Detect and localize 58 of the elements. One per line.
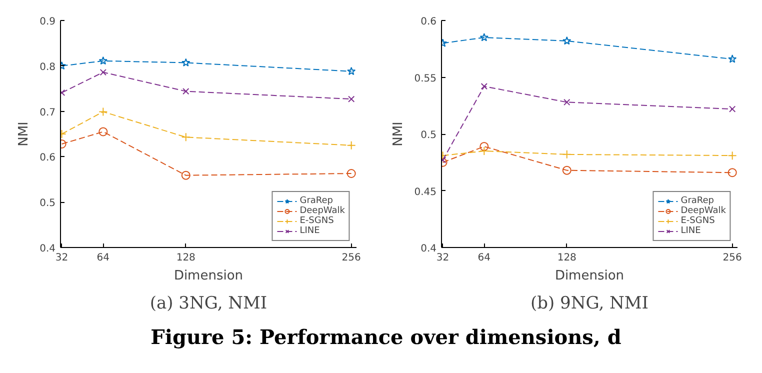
y-axis-title: NMI: [16, 122, 32, 146]
text: (b) 9NG, NMI: [530, 294, 649, 314]
y-tick-label: 0.6: [40, 152, 56, 164]
point: [348, 96, 355, 102]
point: [480, 83, 488, 90]
legend-label: DeepWalk: [680, 206, 726, 216]
legend-label: GraRep: [300, 196, 334, 206]
point: [346, 140, 356, 150]
point: [728, 54, 737, 63]
x-axis-title: Dimension: [554, 268, 624, 284]
point: [729, 106, 736, 112]
point: [98, 107, 108, 116]
x-tick-label: 128: [176, 252, 196, 264]
y-tick-label: 0.4: [420, 244, 437, 254]
y-tick-label: 0.5: [40, 198, 56, 210]
x-tick-label: 32: [436, 252, 450, 264]
y-tick-label: 0.55: [414, 73, 436, 84]
y-axis-title: NMI: [391, 122, 406, 146]
legend-label: LINE: [680, 226, 701, 236]
legend-label: E-SGNS: [300, 216, 334, 226]
point: [562, 166, 572, 175]
point: [562, 36, 572, 45]
point: [346, 169, 356, 178]
caption: Figure 5: Performance over dimensions, d: [150, 324, 622, 351]
point: [182, 58, 190, 66]
x-axis-title: Dimension: [174, 268, 244, 284]
point: [480, 142, 489, 151]
x-tick-label: 64: [478, 252, 491, 264]
x-tick-label: 32: [55, 252, 68, 264]
y-tick-label: 0.6: [420, 16, 437, 28]
y-tick-label: 0.4: [40, 244, 56, 254]
point: [728, 168, 737, 178]
point: [181, 132, 190, 142]
y-tick-label: 0.8: [40, 62, 56, 73]
legend-label: GraRep: [680, 196, 714, 206]
point: [347, 66, 356, 76]
point: [562, 150, 572, 159]
legend-label: E-SGNS: [680, 216, 715, 226]
point: [728, 151, 737, 160]
text: (a) 3NG, NMI: [150, 294, 268, 314]
x-tick-label: 256: [342, 252, 361, 264]
y-tick-label: 0.5: [420, 130, 437, 141]
y-tick-label: 0.45: [414, 186, 436, 198]
point: [480, 33, 488, 42]
point: [564, 98, 570, 106]
y-tick-label: 0.7: [40, 107, 56, 118]
x-tick-label: 256: [722, 252, 742, 264]
point: [181, 170, 190, 180]
x-tick-label: 64: [96, 252, 110, 264]
point: [100, 68, 106, 76]
legend-label: LINE: [300, 226, 320, 236]
point: [480, 146, 489, 156]
y-tick-label: 0.9: [40, 16, 56, 28]
point: [182, 88, 190, 95]
x-tick-label: 128: [557, 252, 576, 264]
legend-label: DeepWalk: [300, 206, 345, 216]
point: [98, 56, 108, 65]
point: [98, 127, 108, 136]
